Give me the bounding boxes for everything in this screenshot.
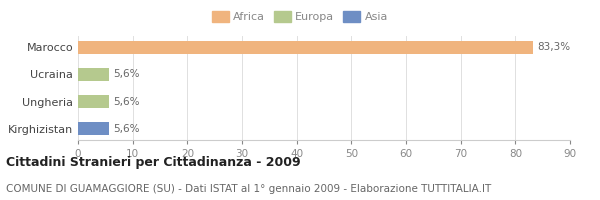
Text: 5,6%: 5,6%	[113, 69, 139, 79]
Bar	[78, 68, 109, 81]
Text: Cittadini Stranieri per Cittadinanza - 2009: Cittadini Stranieri per Cittadinanza - 2…	[6, 156, 301, 169]
Bar	[78, 95, 109, 108]
Text: 5,6%: 5,6%	[113, 97, 139, 107]
Text: COMUNE DI GUAMAGGIORE (SU) - Dati ISTAT al 1° gennaio 2009 - Elaborazione TUTTIT: COMUNE DI GUAMAGGIORE (SU) - Dati ISTAT …	[6, 184, 491, 194]
Bar	[78, 41, 533, 54]
Legend: Africa, Europa, Asia: Africa, Europa, Asia	[209, 8, 391, 26]
Bar	[78, 122, 109, 135]
Text: 5,6%: 5,6%	[113, 124, 139, 134]
Text: 83,3%: 83,3%	[538, 42, 571, 52]
